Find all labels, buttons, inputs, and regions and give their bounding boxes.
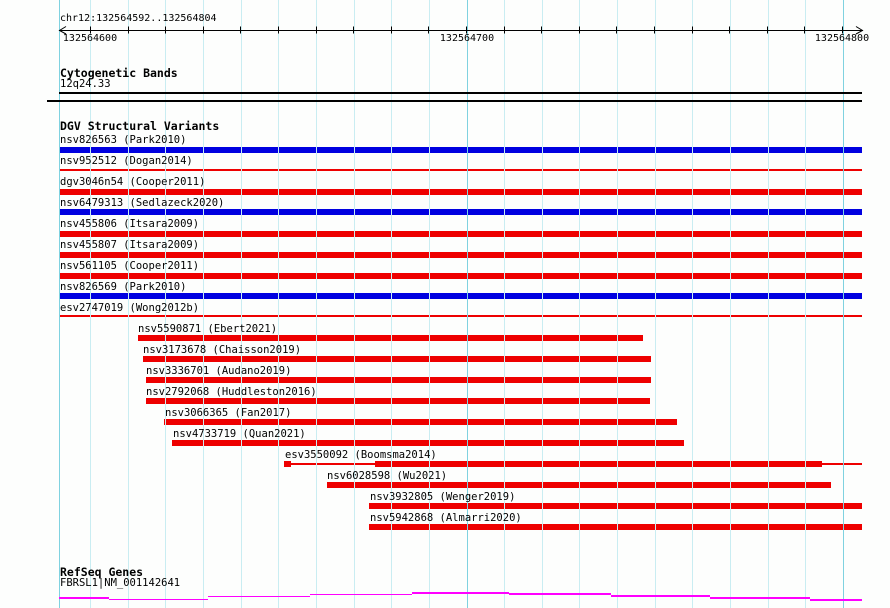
variant-bar[interactable] — [59, 189, 862, 195]
variant-bar[interactable] — [172, 440, 684, 446]
variant-label[interactable]: nsv4733719 (Quan2021) — [173, 428, 306, 440]
gene-line-segment[interactable] — [710, 597, 810, 599]
gridline — [579, 0, 580, 608]
variant-label[interactable]: nsv826569 (Park2010) — [60, 281, 187, 293]
variant-bar[interactable] — [59, 231, 862, 237]
variant-bar[interactable] — [164, 419, 677, 425]
gridline — [278, 0, 279, 608]
ruler-tick-label: 132564700 — [439, 33, 495, 44]
gridline — [504, 0, 505, 608]
variant-label[interactable]: esv2747019 (Wong2012b) — [60, 302, 200, 314]
variant-label[interactable]: nsv455807 (Itsara2009) — [60, 239, 200, 251]
variant-bar[interactable] — [59, 315, 862, 317]
refseq-gene-label[interactable]: FBRSL1|NM_001142641 — [60, 577, 181, 589]
region-title: chr12:132564592..132564804 — [60, 13, 217, 24]
cytoband-label[interactable]: 12q24.33 — [60, 78, 111, 90]
gene-line-segment[interactable] — [109, 598, 208, 600]
variant-label[interactable]: nsv3932805 (Wenger2019) — [370, 491, 516, 503]
cytoband-line — [47, 100, 862, 102]
variant-label[interactable]: nsv952512 (Dogan2014) — [60, 155, 193, 167]
gridline — [354, 0, 355, 608]
gridline — [241, 0, 242, 608]
gridline — [203, 0, 204, 608]
variant-bar[interactable] — [284, 461, 291, 467]
gridline-major — [843, 0, 844, 608]
gridline — [429, 0, 430, 608]
gridline — [617, 0, 618, 608]
variant-label[interactable]: nsv455806 (Itsara2009) — [60, 218, 200, 230]
gridline-major — [467, 0, 468, 608]
gene-line-segment[interactable] — [208, 595, 310, 597]
variant-bar[interactable] — [291, 463, 375, 465]
variant-bar[interactable] — [369, 503, 862, 509]
gridline — [692, 0, 693, 608]
variant-label[interactable]: esv3550092 (Boomsma2014) — [285, 449, 437, 461]
gene-line-segment[interactable] — [509, 593, 611, 595]
ruler-tick-label: 132564600 — [62, 33, 118, 44]
variant-bar[interactable] — [146, 398, 650, 404]
variant-label[interactable]: nsv5942868 (Almarri2020) — [370, 512, 522, 524]
gridline — [391, 0, 392, 608]
variant-bar[interactable] — [143, 356, 651, 362]
variant-label[interactable]: nsv6028598 (Wu2021) — [327, 470, 448, 482]
gridline-major — [59, 0, 60, 608]
variant-bar[interactable] — [822, 463, 862, 465]
gridline — [655, 0, 656, 608]
gridline — [90, 0, 91, 608]
gridline — [165, 0, 166, 608]
gene-line-segment[interactable] — [611, 595, 710, 597]
gridline — [730, 0, 731, 608]
variant-label[interactable]: nsv5590871 (Ebert2021) — [138, 323, 278, 335]
variant-label[interactable]: nsv6479313 (Sedlazeck2020) — [60, 197, 225, 209]
variant-bar[interactable] — [59, 293, 862, 299]
cytoband-line — [59, 92, 862, 94]
variant-bar[interactable] — [59, 169, 862, 171]
variant-bar[interactable] — [369, 524, 862, 530]
ruler-line-with-arrows — [58, 26, 864, 35]
gene-line-segment[interactable] — [59, 597, 109, 599]
gridline — [316, 0, 317, 608]
variant-bar[interactable] — [59, 147, 862, 153]
variant-bar[interactable] — [59, 273, 862, 279]
refseq-section-title: RefSeq Genes — [60, 565, 144, 579]
dgv-section-title: DGV Structural Variants — [60, 119, 220, 133]
gene-line-segment[interactable] — [310, 593, 412, 595]
variant-bar[interactable] — [146, 377, 651, 383]
variant-label[interactable]: nsv3173678 (Chaisson2019) — [143, 344, 302, 356]
variant-bar[interactable] — [59, 209, 862, 215]
cytobands-section-title: Cytogenetic Bands — [60, 66, 178, 80]
variant-label[interactable]: dgv3046n54 (Cooper2011) — [60, 176, 206, 188]
variant-label[interactable]: nsv561105 (Cooper2011) — [60, 260, 200, 272]
ruler-axis — [58, 26, 864, 35]
gridline — [128, 0, 129, 608]
variant-bar[interactable] — [375, 461, 822, 467]
gene-line-segment[interactable] — [810, 599, 862, 601]
gridline — [805, 0, 806, 608]
gridline — [768, 0, 769, 608]
variant-bar[interactable] — [59, 252, 862, 258]
variant-label[interactable]: nsv2792068 (Huddleston2016) — [146, 386, 317, 398]
variant-label[interactable]: nsv3066365 (Fan2017) — [165, 407, 292, 419]
variant-label[interactable]: nsv826563 (Park2010) — [60, 134, 187, 146]
gridline — [542, 0, 543, 608]
ruler-tick-label: 132564800 — [814, 33, 870, 44]
gene-line-segment[interactable] — [412, 592, 509, 594]
variant-label[interactable]: nsv3336701 (Audano2019) — [146, 365, 292, 377]
variant-bar[interactable] — [138, 335, 643, 341]
